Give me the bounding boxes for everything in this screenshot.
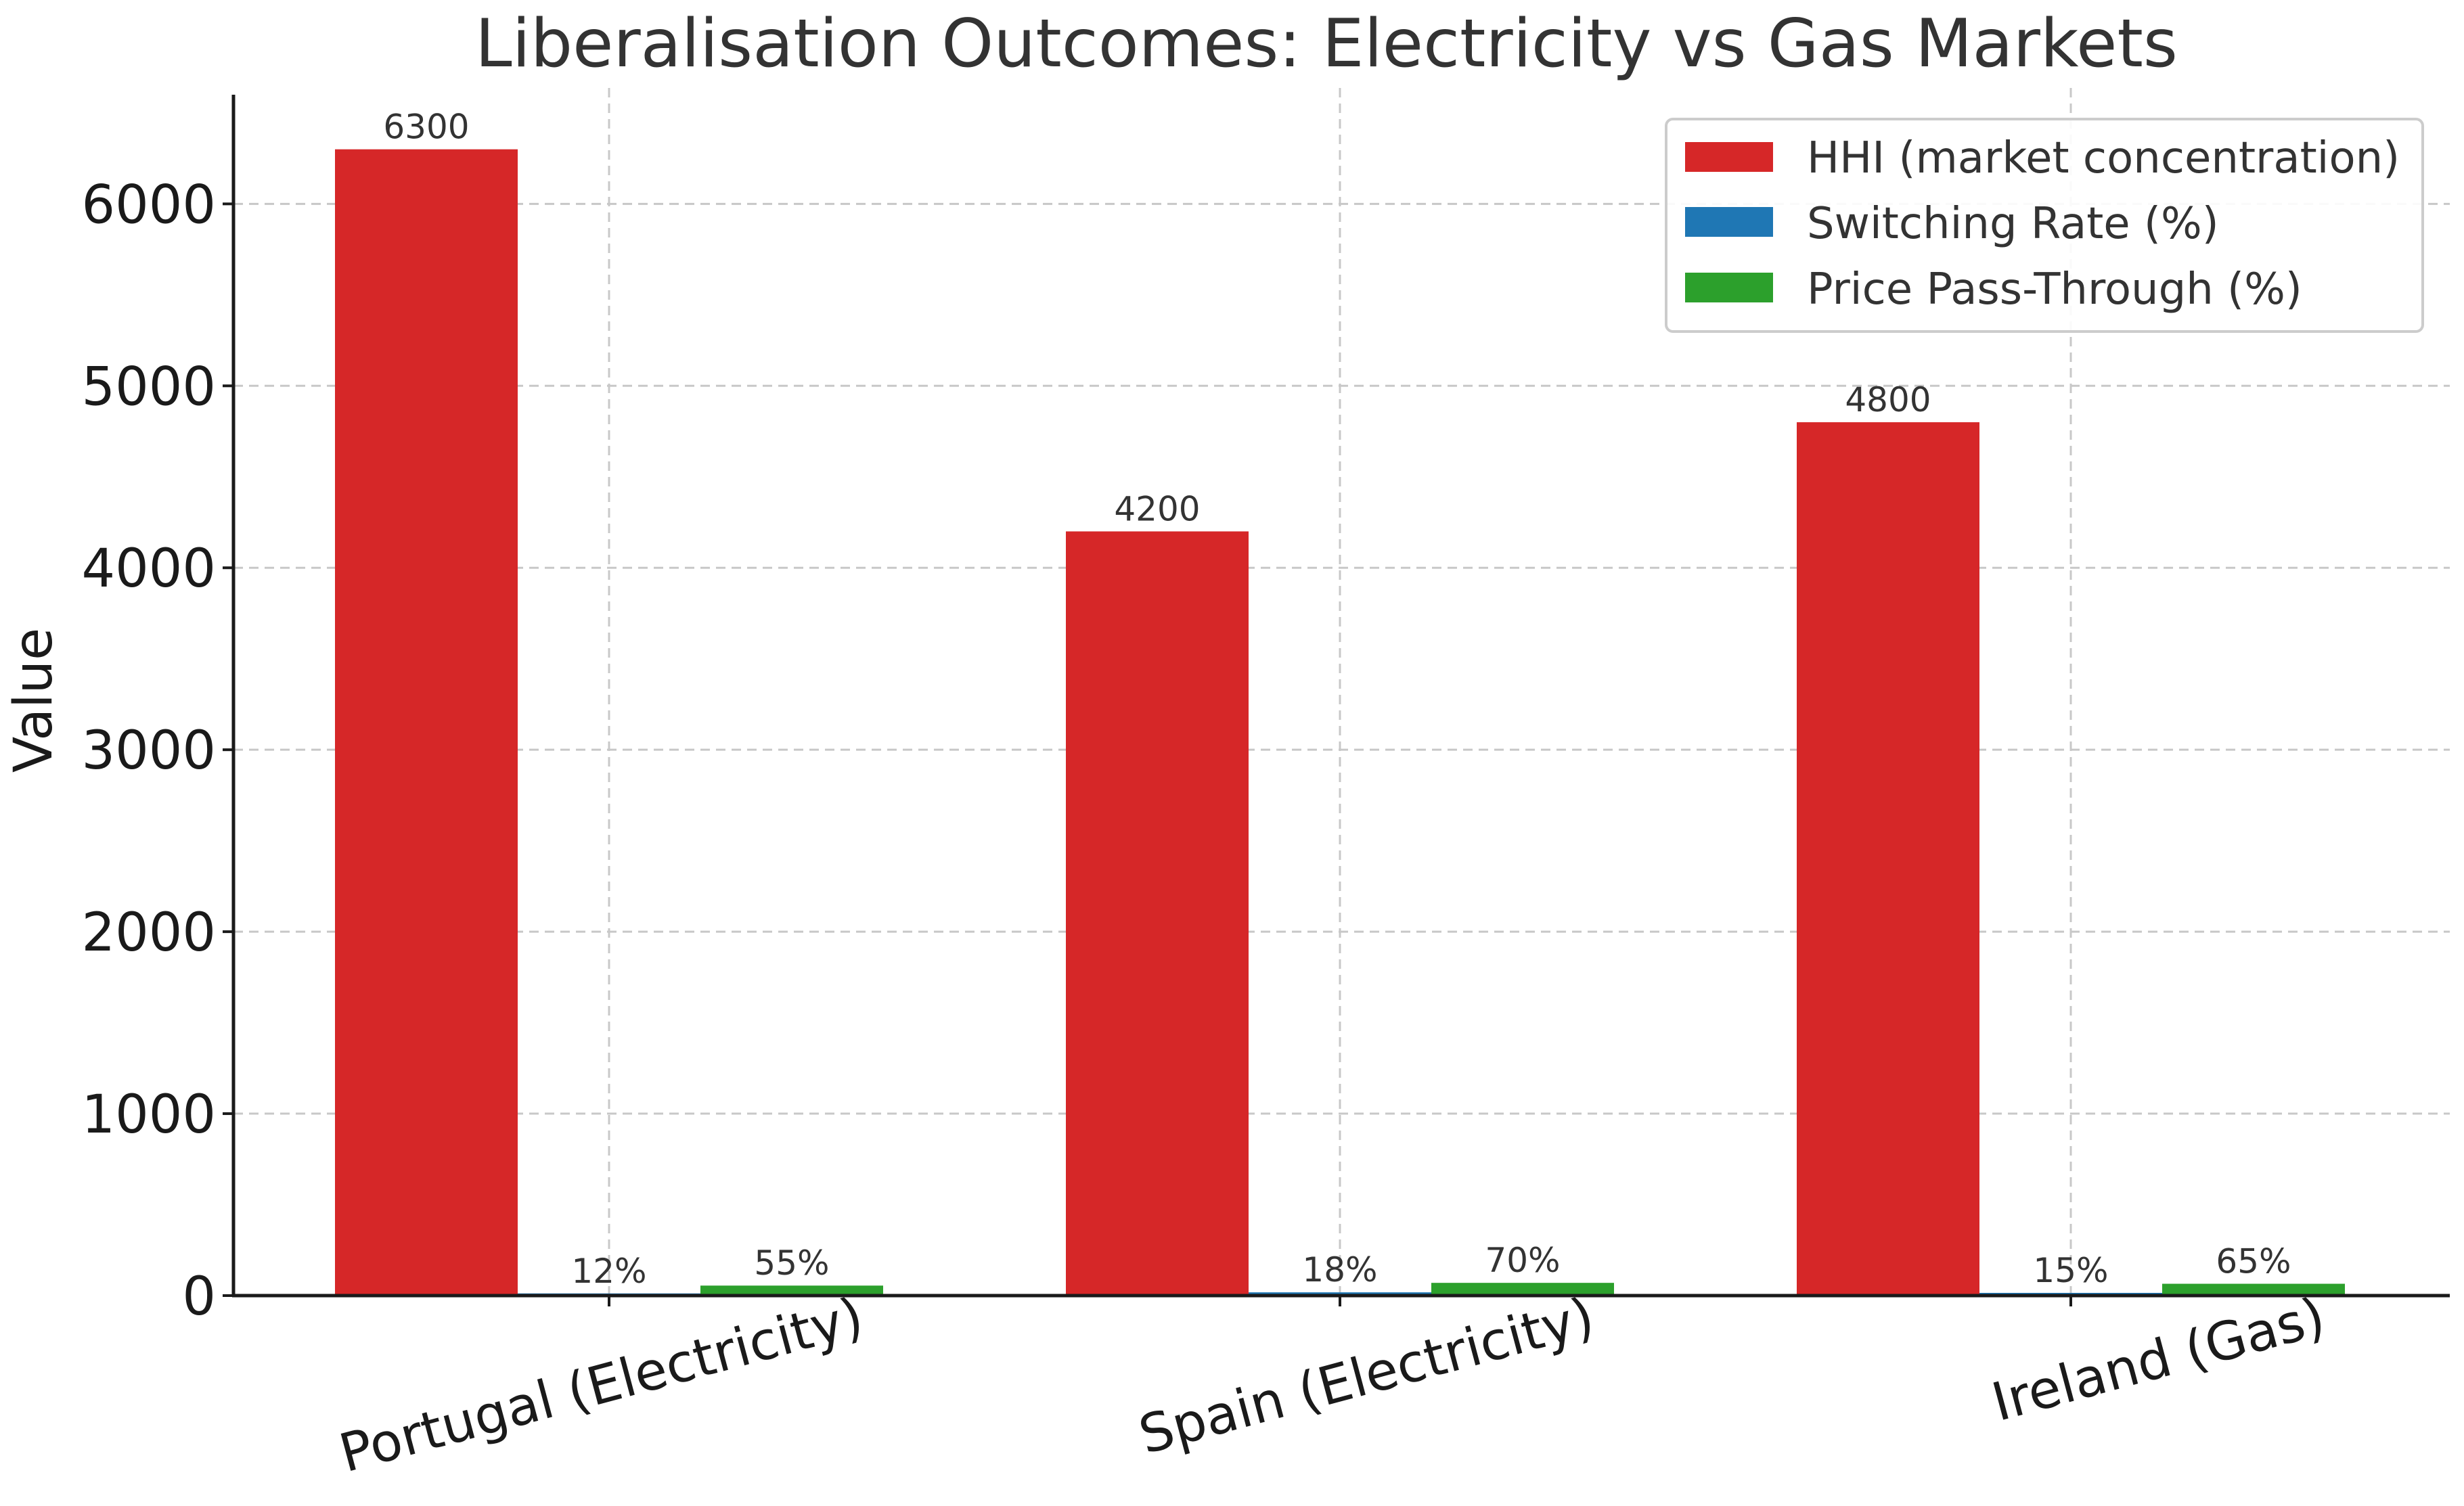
- y-tick-label-2000: 2000: [81, 903, 216, 963]
- legend-label-switching-rate: Switching Rate (%): [1807, 199, 2219, 249]
- legend-label-hhi: HHI (market concentration): [1807, 133, 2400, 183]
- x-tick-label-1: Spain (Electricity): [1133, 1286, 1600, 1466]
- y-tick-labels: 0 1000 2000 3000 4000 5000 6000: [81, 175, 233, 1327]
- data-label-hhi-1: 4200: [1114, 489, 1200, 528]
- legend: HHI (market concentration) Switching Rat…: [1665, 118, 2424, 333]
- data-label-hhi-0: 6300: [383, 108, 469, 147]
- legend-swatch-hhi: [1685, 142, 1773, 172]
- legend-swatch-price-pass-through: [1685, 273, 1773, 302]
- y-tick-label-5000: 5000: [81, 357, 216, 417]
- data-label-switching-rate-0: 12%: [571, 1252, 646, 1291]
- data-label-price-pass-through-2: 65%: [2216, 1242, 2291, 1281]
- legend-frame: [1665, 118, 2424, 333]
- data-label-switching-rate-1: 18%: [1302, 1250, 1377, 1290]
- data-label-price-pass-through-0: 55%: [754, 1243, 829, 1283]
- bars: [335, 149, 2345, 1296]
- gridlines: [233, 88, 2450, 1296]
- bar-hhi-2: [1797, 422, 1979, 1296]
- bar-price-pass-through-0: [700, 1285, 883, 1296]
- data-labels: 6300 4200 4800 12% 18% 15% 55% 70% 65%: [383, 108, 2291, 1291]
- y-tick-label-6000: 6000: [81, 175, 216, 235]
- legend-label-price-pass-through: Price Pass-Through (%): [1807, 265, 2302, 315]
- bar-hhi-0: [335, 149, 518, 1296]
- x-tick-label-2: Ireland (Gas): [1986, 1286, 2331, 1433]
- x-tick-label-0: Portugal (Electricity): [334, 1286, 870, 1484]
- bar-price-pass-through-2: [2162, 1283, 2345, 1296]
- data-label-switching-rate-2: 15%: [2033, 1251, 2108, 1290]
- y-axis-label: Value: [3, 628, 64, 773]
- y-tick-label-1000: 1000: [81, 1085, 216, 1145]
- data-label-hhi-2: 4800: [1845, 380, 1931, 419]
- bar-hhi-1: [1066, 531, 1249, 1296]
- bar-price-pass-through-1: [1431, 1283, 1614, 1296]
- legend-swatch-switching-rate: [1685, 207, 1773, 237]
- x-tick-labels: Portugal (Electricity) Spain (Electricity…: [334, 1286, 2331, 1484]
- data-label-price-pass-through-1: 70%: [1485, 1241, 1560, 1280]
- y-tick-label-0: 0: [182, 1267, 216, 1327]
- chart-title: Liberalisation Outcomes: Electricity vs …: [475, 5, 2178, 83]
- y-tick-label-3000: 3000: [81, 721, 216, 781]
- y-tick-label-4000: 4000: [81, 539, 216, 599]
